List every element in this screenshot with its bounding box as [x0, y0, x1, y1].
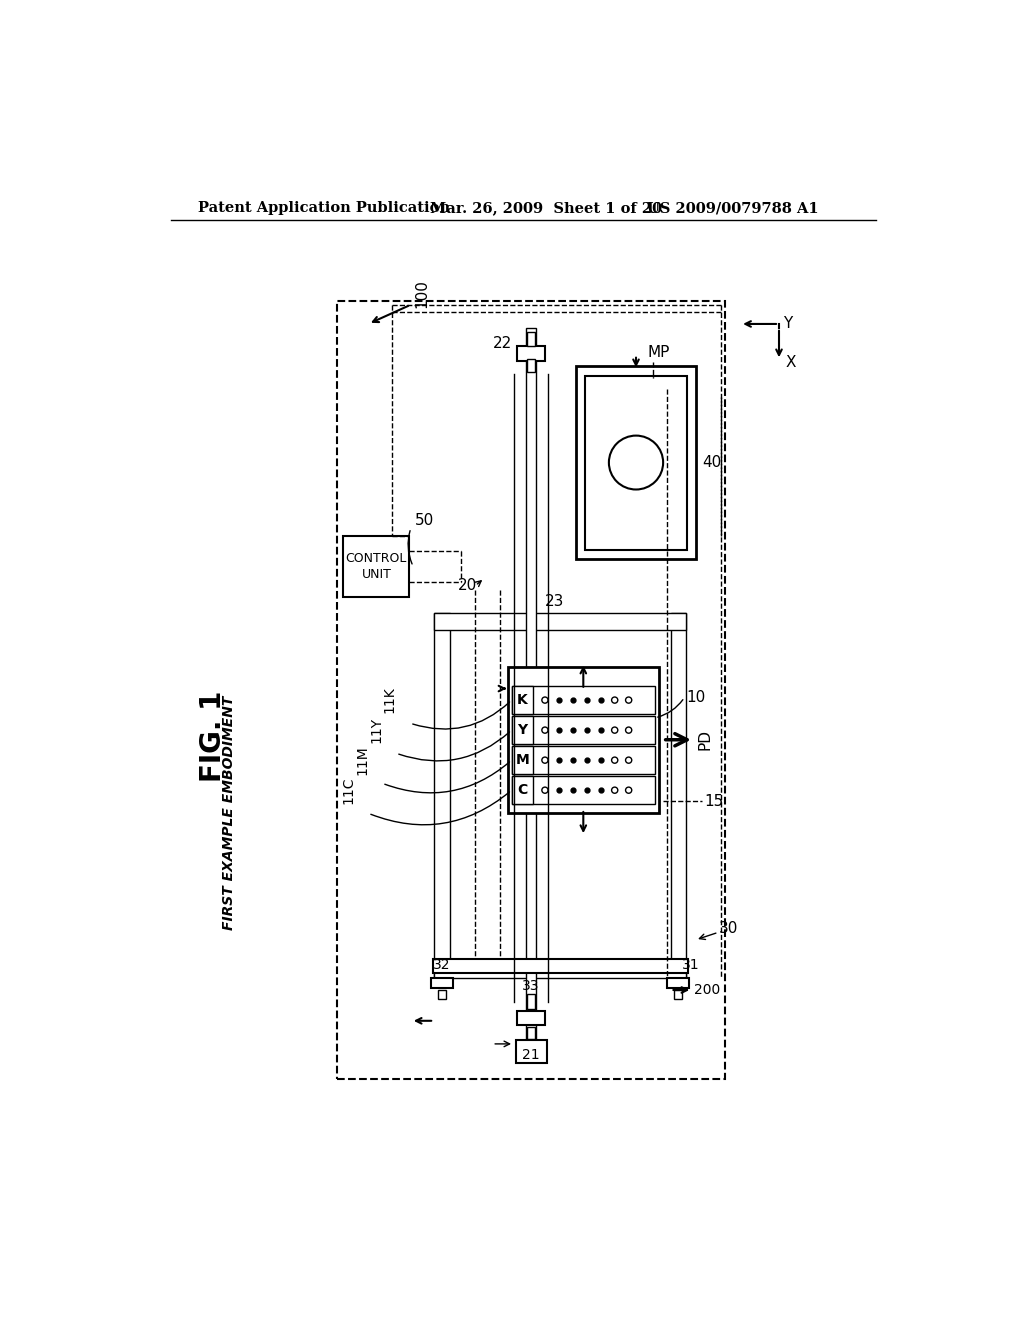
Bar [675, 990, 682, 999]
Text: 11C: 11C [341, 776, 355, 804]
Bar [431, 978, 453, 989]
Bar [432, 960, 687, 973]
Text: Patent Application Publication: Patent Application Publication [198, 202, 450, 215]
Bar [671, 612, 686, 978]
Text: K: K [517, 693, 527, 708]
Bar [515, 1040, 547, 1063]
Text: MP: MP [647, 345, 670, 360]
Text: 10: 10 [686, 690, 706, 705]
Text: 11K: 11K [383, 686, 397, 714]
Bar [343, 536, 410, 598]
Text: Mar. 26, 2009  Sheet 1 of 20: Mar. 26, 2009 Sheet 1 of 20 [430, 202, 663, 215]
Text: 100: 100 [415, 279, 430, 308]
Text: 11Y: 11Y [369, 717, 383, 743]
Bar [525, 327, 537, 1044]
Text: FIG. 1: FIG. 1 [200, 690, 227, 781]
Text: 22: 22 [494, 335, 512, 351]
Bar [512, 686, 655, 714]
Text: 30: 30 [719, 921, 738, 936]
Text: 21: 21 [522, 1048, 540, 1063]
Bar [434, 964, 686, 978]
Bar [668, 978, 689, 989]
Bar [527, 1027, 535, 1039]
Text: US 2009/0079788 A1: US 2009/0079788 A1 [647, 202, 819, 215]
Text: 15: 15 [703, 793, 723, 809]
Text: PD: PD [697, 729, 713, 750]
Text: Y: Y [517, 723, 527, 737]
Text: 50: 50 [415, 512, 434, 528]
Text: Y: Y [783, 317, 793, 331]
Text: 32: 32 [433, 958, 451, 973]
Text: X: X [785, 355, 796, 370]
Bar [512, 715, 655, 744]
Bar [517, 1011, 545, 1024]
Bar [434, 612, 686, 630]
Bar [512, 715, 534, 744]
Text: C: C [517, 783, 527, 797]
Text: 20: 20 [458, 578, 477, 593]
Bar [527, 331, 535, 346]
Text: 11M: 11M [355, 746, 369, 775]
Text: CONTROL
UNIT: CONTROL UNIT [346, 553, 408, 581]
Bar [517, 346, 545, 360]
Bar [512, 776, 655, 804]
Text: 33: 33 [522, 979, 540, 993]
Text: 200: 200 [693, 983, 720, 997]
Bar [512, 776, 534, 804]
Text: M: M [516, 754, 529, 767]
Bar [512, 686, 534, 714]
Text: FIRST EXAMPLE EMBODIMENT: FIRST EXAMPLE EMBODIMENT [222, 696, 236, 931]
Bar [586, 376, 687, 549]
Text: 31: 31 [682, 958, 699, 973]
Bar [512, 746, 534, 775]
Bar [508, 667, 658, 813]
Bar [527, 359, 535, 372]
Bar [434, 612, 450, 978]
Bar [575, 367, 696, 558]
Bar [337, 301, 725, 1078]
Bar [527, 994, 535, 1010]
Bar [512, 746, 655, 775]
Text: 23: 23 [545, 594, 564, 609]
Bar [438, 990, 445, 999]
Text: 40: 40 [702, 455, 722, 470]
